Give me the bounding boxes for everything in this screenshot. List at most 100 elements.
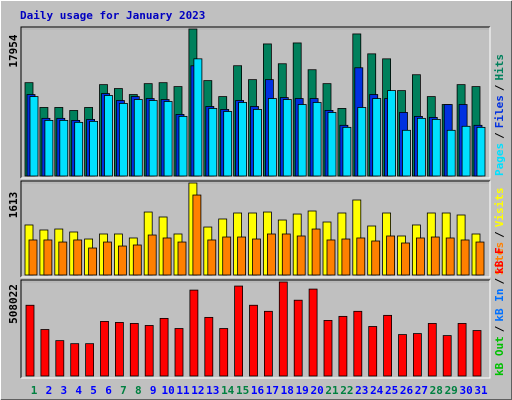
bar — [144, 325, 154, 377]
chart-title: Daily usage for January 2023 — [20, 9, 205, 22]
bar — [387, 90, 397, 177]
bar — [174, 328, 184, 377]
x-tick-label: 8 — [135, 384, 142, 397]
bar — [338, 315, 348, 377]
bar — [327, 112, 337, 177]
x-tick-label: 5 — [90, 384, 97, 397]
bar — [193, 58, 203, 177]
legend-separator: / — [493, 278, 506, 285]
bar — [323, 320, 333, 377]
bar — [427, 323, 437, 377]
bar — [460, 239, 470, 276]
bar — [475, 241, 485, 276]
bar — [398, 334, 407, 377]
x-tick-label: 18 — [281, 384, 294, 397]
legend: Pages / Files / Hits — [493, 54, 506, 176]
x-tick-label: 15 — [236, 384, 249, 397]
legend-entry: Files — [493, 95, 506, 128]
bar — [58, 241, 68, 276]
bar — [88, 247, 97, 276]
x-tick-label: 26 — [400, 384, 414, 397]
x-tick-label: 3 — [60, 384, 67, 397]
bar — [386, 235, 396, 276]
bar — [25, 304, 35, 377]
bar — [357, 107, 367, 177]
panel-edge-dark — [20, 279, 490, 378]
bar — [431, 119, 441, 177]
bar — [356, 237, 366, 276]
bar — [43, 239, 53, 276]
bar — [263, 310, 273, 377]
legend-separator: / — [493, 132, 506, 139]
bar — [472, 330, 482, 377]
bar — [267, 98, 277, 177]
bar — [29, 96, 39, 177]
y-tick-label: 17954 — [7, 34, 20, 67]
bar — [249, 304, 258, 377]
bar — [353, 310, 363, 377]
bar — [163, 101, 173, 177]
x-tick-label: 23 — [355, 384, 368, 397]
legend-separator: / — [493, 84, 506, 91]
panel-edge-light — [21, 181, 491, 278]
x-tick-label: 27 — [415, 384, 428, 397]
legend: kB Out / kB In / kB F — [493, 247, 506, 376]
bar — [44, 120, 54, 177]
panel-edge-dark — [20, 26, 490, 178]
bar — [177, 241, 187, 276]
legend-separator: / — [493, 325, 506, 332]
bar — [85, 343, 94, 377]
x-tick-label: 16 — [251, 384, 265, 397]
bar — [148, 100, 158, 177]
bar — [89, 120, 98, 177]
bar — [278, 281, 288, 377]
y-tick-label: 1613 — [7, 192, 20, 219]
bar — [297, 104, 307, 177]
bar — [118, 245, 127, 276]
bar — [207, 239, 217, 276]
x-tick-label: 29 — [445, 384, 458, 397]
bar — [461, 125, 471, 177]
bar — [103, 241, 112, 276]
bar — [368, 326, 378, 377]
bar — [341, 238, 351, 276]
bar — [40, 329, 50, 377]
bar — [372, 98, 382, 177]
panel-edge-light — [21, 27, 491, 179]
x-tick-label: 13 — [206, 384, 219, 397]
bar — [208, 108, 218, 177]
bar — [401, 242, 410, 276]
bar — [59, 120, 69, 177]
x-tick-label: 10 — [161, 384, 174, 397]
bar — [402, 129, 411, 177]
bar — [442, 335, 452, 377]
legend-entry: Visits — [493, 188, 506, 228]
legend-entry: Pages — [493, 143, 506, 176]
bar — [342, 126, 352, 177]
legend-entry: kB F — [493, 247, 506, 274]
bar — [281, 233, 291, 276]
x-tick-label: 14 — [221, 384, 235, 397]
x-tick-label: 12 — [191, 384, 204, 397]
bar — [204, 316, 214, 377]
panel-edge-dark — [20, 180, 490, 277]
legend: Sites / Visits — [493, 188, 506, 276]
bar — [293, 299, 303, 377]
x-tick-label: 6 — [105, 384, 112, 397]
bar — [476, 126, 486, 177]
x-tick-label: 1 — [31, 384, 38, 397]
x-tick-label: 17 — [266, 384, 279, 397]
bar — [119, 103, 128, 177]
bar — [282, 99, 292, 177]
bar — [132, 244, 142, 276]
bar — [326, 239, 336, 276]
x-tick-label: 31 — [474, 384, 488, 397]
bar — [383, 314, 393, 377]
bar — [162, 237, 172, 276]
x-tick-label: 9 — [150, 384, 157, 397]
bar — [412, 333, 422, 377]
x-tick-label: 2 — [46, 384, 53, 397]
bar — [115, 322, 124, 377]
legend-entry: Hits — [493, 54, 506, 81]
